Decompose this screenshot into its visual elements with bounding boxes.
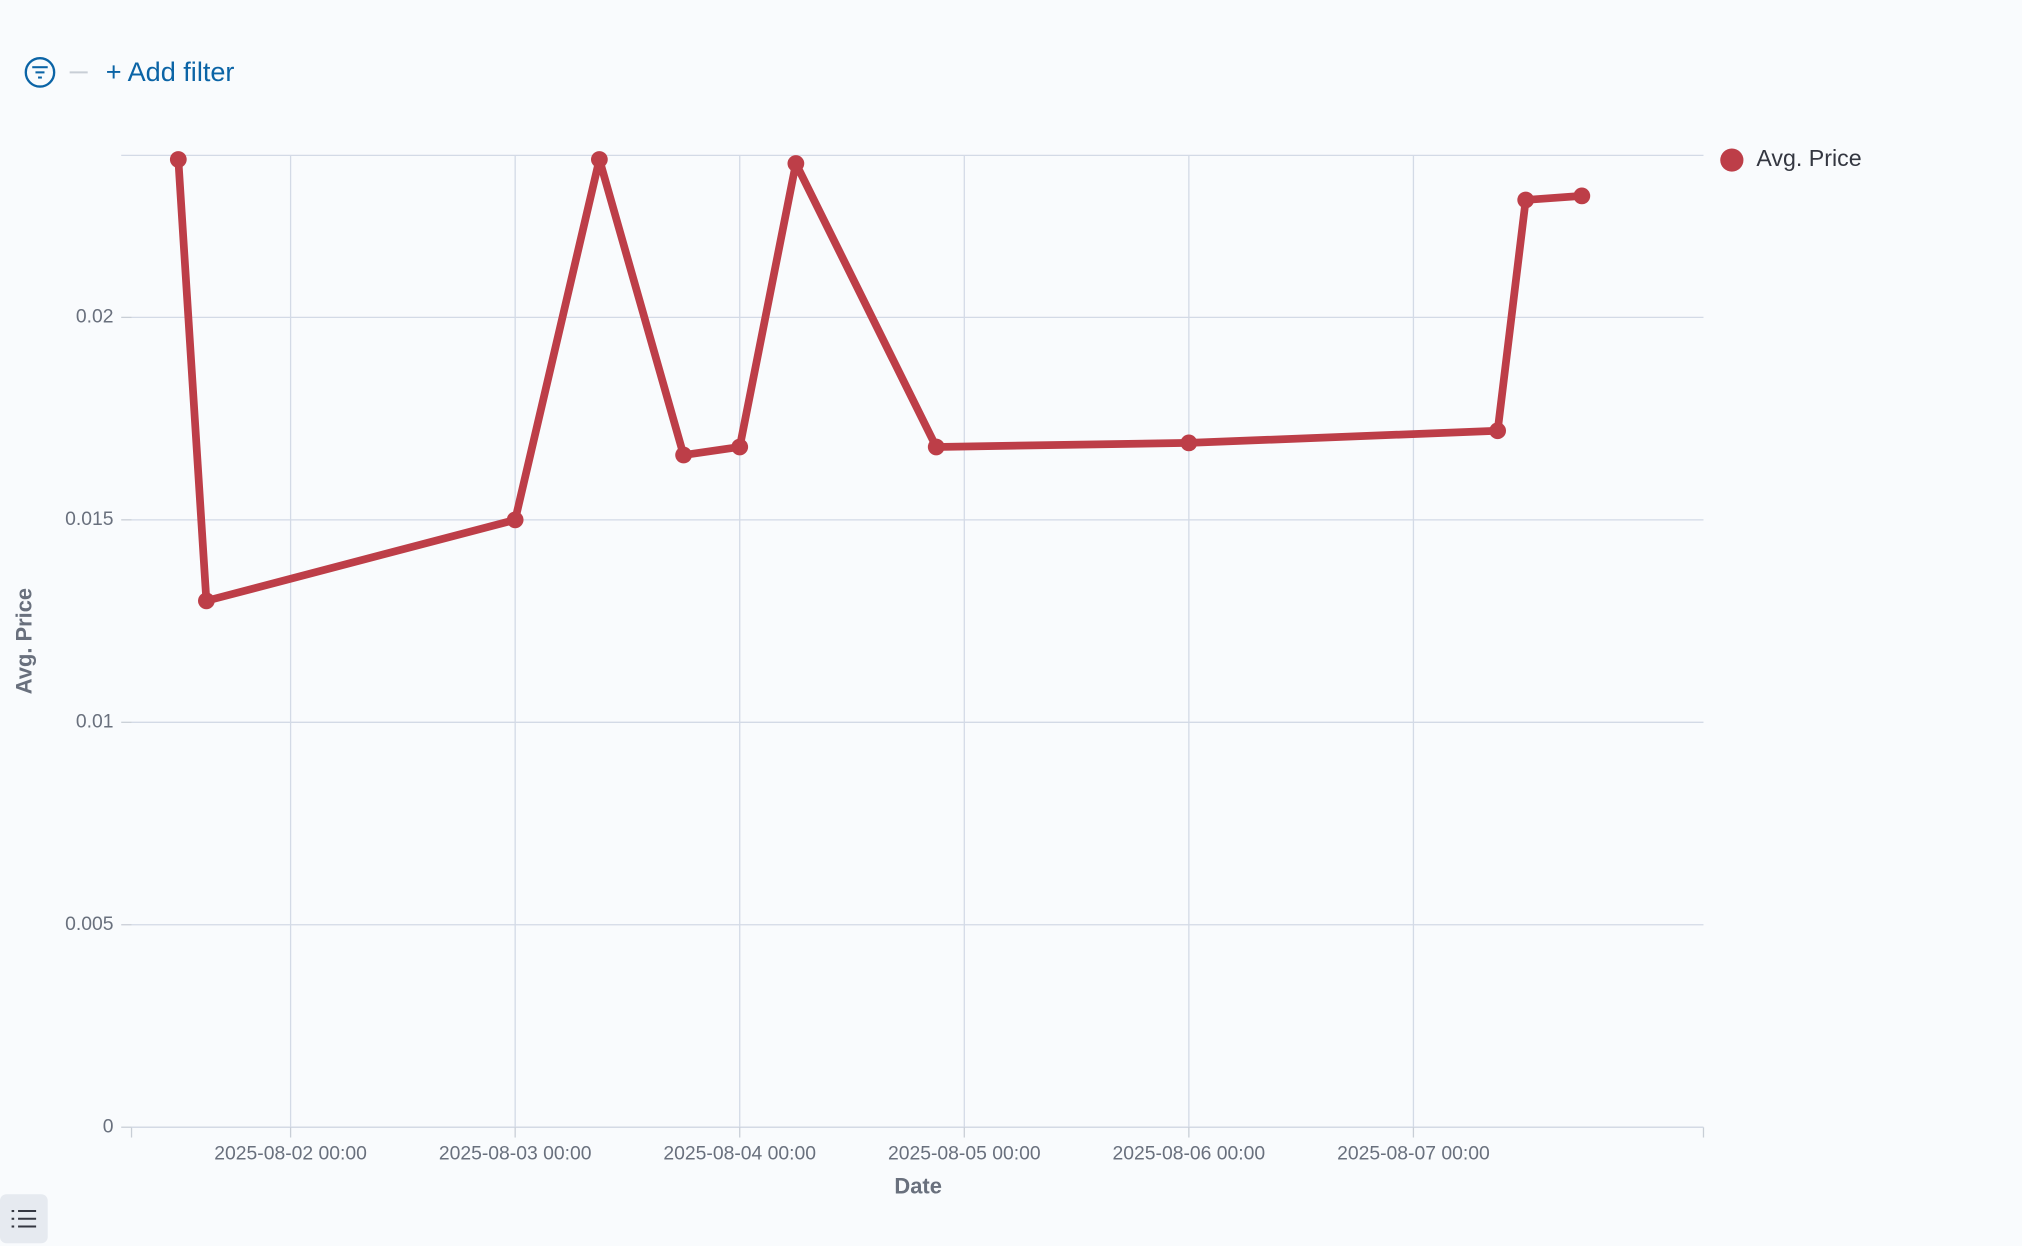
x-tick-label: 2025-08-04 00:00 xyxy=(663,1142,816,1164)
point xyxy=(169,151,187,168)
x-tick-label: 2025-08-02 00:00 xyxy=(214,1142,367,1164)
add-filter[interactable]: + Add filter xyxy=(106,56,235,87)
x-tick-label: 2025-08-05 00:00 xyxy=(888,1142,1041,1164)
x-axis-label: Date xyxy=(894,1174,941,1199)
point xyxy=(198,592,215,610)
y-tick-label: 0.015 xyxy=(65,508,113,530)
point xyxy=(1573,187,1591,205)
legend-toggle[interactable] xyxy=(0,1194,48,1244)
y-tick-label: 0.01 xyxy=(76,710,114,732)
point xyxy=(1489,422,1507,440)
point xyxy=(1517,191,1535,209)
y-tick-label: 0.02 xyxy=(76,305,114,327)
legend-swatch xyxy=(1720,148,1744,172)
y-axis-label: Avg. Price xyxy=(12,588,37,694)
y-tick-label: 0.005 xyxy=(65,913,113,935)
point xyxy=(590,151,608,168)
series xyxy=(169,151,1591,610)
y-tick-label: 0 xyxy=(103,1115,114,1137)
legend-label: Avg. Price xyxy=(1756,145,1861,171)
line xyxy=(174,155,1583,605)
x-tick-label: 2025-08-06 00:00 xyxy=(1113,1142,1266,1164)
point xyxy=(675,446,692,464)
x-tick-label: 2025-08-03 00:00 xyxy=(439,1142,592,1164)
filter-icon[interactable] xyxy=(24,57,56,88)
point xyxy=(506,511,524,529)
x-tick-label: 2025-08-07 00:00 xyxy=(1337,1142,1490,1164)
point xyxy=(731,438,749,456)
point xyxy=(1180,434,1198,452)
point xyxy=(787,155,805,172)
point xyxy=(927,438,945,456)
